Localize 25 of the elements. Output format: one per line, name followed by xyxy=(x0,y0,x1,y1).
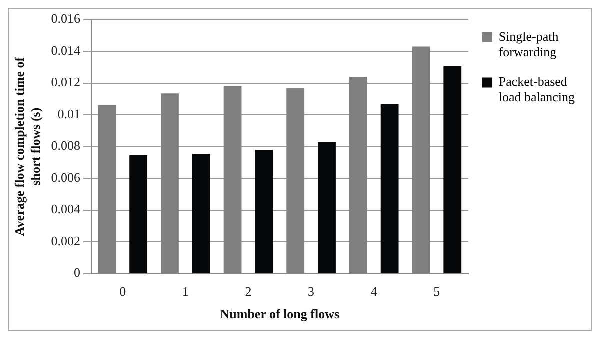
y-tick-label: 0.004 xyxy=(51,202,81,217)
legend-label: Single-path forwarding xyxy=(498,28,560,60)
x-tick-label: 5 xyxy=(434,284,440,300)
y-tick-label: 0.016 xyxy=(51,11,81,26)
y-tick-label: 0.014 xyxy=(51,42,81,58)
bar xyxy=(318,142,336,274)
x-tick-label: 3 xyxy=(308,284,315,300)
bar xyxy=(255,150,274,274)
y-tick-label: 0.006 xyxy=(51,170,81,185)
bar xyxy=(380,104,399,274)
bar xyxy=(444,66,462,274)
bar xyxy=(192,154,210,274)
x-tick-label: 2 xyxy=(245,284,252,300)
y-tick-label: 0.002 xyxy=(51,233,80,248)
y-tick-label: 0 xyxy=(74,265,80,280)
y-tick-label: 0.012 xyxy=(51,74,80,90)
x-tick-label: 4 xyxy=(370,284,378,300)
x-tick-label: 1 xyxy=(182,284,189,300)
bar xyxy=(130,155,148,274)
y-tick-label: 0.008 xyxy=(51,138,80,154)
x-axis-title: Number of long flows xyxy=(220,306,340,322)
y-axis-title: Average flow completion time of short flows (s) xyxy=(12,56,43,236)
x-tick-label: 0 xyxy=(120,284,126,300)
legend-label: Packet-based load balancing xyxy=(498,74,576,105)
y-tick-label: 0.01 xyxy=(58,106,80,122)
